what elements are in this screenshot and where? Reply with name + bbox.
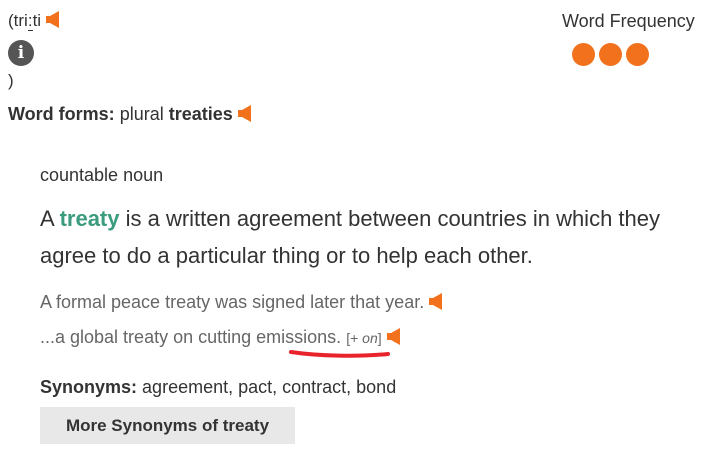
more-synonyms-button[interactable]: More Synonyms of treaty [40, 407, 295, 444]
pron-mark: : [27, 11, 33, 31]
synonyms: Synonyms: agreement, pact, contract, bon… [40, 377, 396, 398]
pron-open: (tri [8, 11, 28, 30]
speaker-icon[interactable] [237, 105, 251, 122]
example-text-after: . [336, 327, 342, 347]
word-forms: Word forms: plural treaties [8, 104, 251, 125]
highlighted-word: emissions [256, 327, 337, 347]
word-forms-label: Word forms: [8, 104, 115, 124]
grammar-open: [+ [346, 330, 363, 346]
pron-close: ) [8, 71, 14, 90]
red-underline-annotation [289, 350, 390, 358]
grammar-note: [+ on] [346, 330, 381, 346]
frequency-dot [572, 43, 595, 66]
definition: A treaty is a written agreement between … [40, 200, 710, 274]
speaker-icon[interactable] [45, 11, 59, 28]
example-text: A formal peace treaty was signed later t… [40, 292, 425, 312]
word-frequency-label: Word Frequency [562, 11, 695, 31]
part-of-speech: countable noun [40, 165, 164, 185]
definition-before: A [40, 206, 60, 231]
example-text-before: ...a global treaty on cutting [40, 327, 257, 347]
example-sentence: ...a global treaty on cutting emissions.… [40, 327, 400, 348]
pronunciation: (tri:ti [8, 11, 59, 31]
synonyms-label: Synonyms: [40, 377, 138, 397]
definition-after: is a written agreement between countries… [40, 206, 661, 268]
info-icon[interactable]: i [8, 40, 34, 66]
word-forms-type: plural [119, 104, 164, 124]
synonyms-list: agreement, pact, contract, bond [142, 377, 397, 397]
headword: treaty [59, 206, 120, 231]
example-sentence: A formal peace treaty was signed later t… [40, 292, 443, 313]
frequency-dot [626, 43, 649, 66]
grammar-close: ] [377, 330, 382, 346]
frequency-dot [599, 43, 622, 66]
word-form-plural: treaties [168, 104, 233, 124]
speaker-icon[interactable] [429, 293, 443, 310]
speaker-icon[interactable] [386, 328, 400, 345]
grammar-word: on [362, 330, 378, 346]
pron-rest: ti [32, 11, 42, 30]
